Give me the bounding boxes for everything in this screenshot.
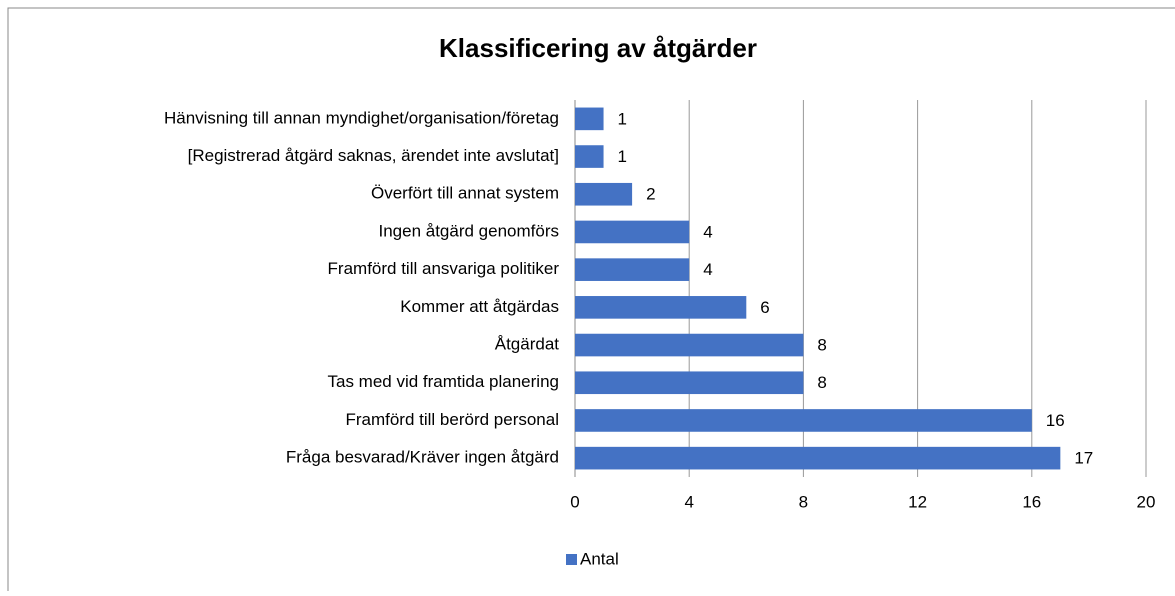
bar — [575, 107, 604, 131]
y-tick-label: Tas med vid framtida planering — [327, 372, 559, 391]
bar — [575, 258, 690, 281]
x-tick-label: 20 — [1137, 492, 1156, 511]
bar — [575, 296, 747, 319]
value-label: 2 — [646, 185, 655, 204]
value-label: 4 — [703, 260, 712, 279]
bar — [575, 220, 690, 244]
legend-swatch — [566, 554, 577, 565]
y-tick-label: Framförd till ansvariga politiker — [328, 259, 560, 278]
value-label: 1 — [618, 147, 627, 166]
value-label: 17 — [1074, 449, 1093, 468]
x-tick-label: 4 — [684, 492, 693, 511]
value-label: 4 — [703, 222, 712, 241]
bar — [575, 371, 804, 395]
y-tick-label: Ingen åtgärd genomförs — [378, 221, 559, 240]
bar — [575, 446, 1061, 470]
y-tick-label: [Registrerad åtgärd saknas, ärendet inte… — [188, 146, 559, 165]
value-label: 16 — [1046, 411, 1065, 430]
y-tick-label: Hänvisning till annan myndighet/organisa… — [164, 108, 559, 127]
x-tick-label: 16 — [1022, 492, 1041, 511]
x-tick-label: 0 — [570, 492, 579, 511]
chart-title: Klassificering av åtgärder — [439, 33, 757, 63]
legend-label: Antal — [580, 549, 619, 568]
value-label: 8 — [817, 373, 826, 392]
x-tick-label: 8 — [799, 492, 808, 511]
value-label: 8 — [817, 336, 826, 355]
y-tick-label: Kommer att åtgärdas — [400, 297, 559, 316]
value-label: 1 — [618, 109, 627, 128]
bar — [575, 145, 604, 168]
y-tick-label: Fråga besvarad/Kräver ingen åtgärd — [286, 448, 559, 467]
y-tick-label: Åtgärdat — [495, 335, 560, 354]
bar — [575, 409, 1032, 432]
bar — [575, 333, 804, 357]
x-tick-label: 12 — [908, 492, 927, 511]
value-label: 6 — [760, 298, 769, 317]
y-tick-label: Överfört till annat system — [371, 184, 559, 203]
bar — [575, 182, 633, 206]
y-tick-label: Framförd till berörd personal — [345, 410, 559, 429]
